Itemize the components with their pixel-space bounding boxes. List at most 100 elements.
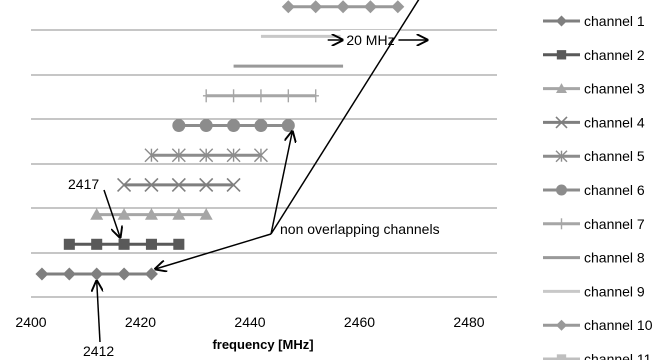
gridlines: [31, 29, 497, 298]
point-4-3: [171, 177, 186, 192]
annotations: 20 MHz non overlapping channels 2417 2412: [68, 0, 440, 359]
point-6-1: [172, 119, 186, 132]
legend-item-5: channel 5: [543, 148, 645, 164]
point-3-4: [172, 208, 186, 220]
point-7-3: [257, 89, 265, 103]
legend-item-8: channel 8: [543, 250, 645, 266]
point-7-5: [312, 89, 319, 103]
point-2-3: [118, 238, 130, 250]
legend-label-1: channel 1: [584, 13, 645, 29]
point-5-1: [144, 148, 159, 163]
series-6: [172, 119, 295, 132]
legend: channel 1 channel 2 channel 3 channel 4 chan…: [543, 13, 653, 360]
legend-label-9: channel 9: [584, 283, 645, 299]
legend-swatch-marker-5: [555, 150, 568, 163]
arrow-2417: [103, 189, 120, 237]
point-6-4: [254, 119, 268, 132]
point-5-3: [199, 148, 214, 163]
label-non-overlapping: non overlapping channels: [280, 221, 440, 237]
label-2412: 2412: [83, 343, 114, 359]
point-2-4: [145, 238, 157, 250]
legend-label-11: channel 11: [584, 351, 652, 360]
legend-swatch-marker-2: [556, 50, 567, 60]
point-3-2: [117, 208, 131, 220]
legend-label-6: channel 6: [584, 182, 645, 198]
series-1: [35, 267, 158, 281]
label-20mhz-bg: [340, 30, 401, 50]
series-4: [117, 177, 241, 192]
point-10-4: [363, 0, 377, 14]
legend-label-3: channel 3: [584, 81, 645, 97]
point-1-4: [117, 267, 131, 281]
point-5-5: [253, 148, 268, 163]
point-10-1: [281, 0, 295, 14]
legend-swatch-marker-3: [556, 83, 567, 93]
x-tick-2420: 2420: [125, 314, 156, 330]
x-axis-label: frequency [MHz]: [212, 337, 313, 352]
legend-item-10: channel 10: [543, 317, 653, 333]
legend-swatch-marker-1: [556, 15, 567, 27]
point-7-4: [285, 89, 292, 103]
series-7: [202, 89, 319, 103]
arrow-non-overlap-3: [270, 0, 420, 235]
x-tick-2480: 2480: [453, 314, 484, 330]
point-10-2: [309, 0, 323, 14]
series-2: [63, 238, 185, 250]
point-1-2: [62, 267, 76, 281]
x-tick-2460: 2460: [344, 314, 375, 330]
label-2417: 2417: [68, 176, 99, 192]
legend-label-10: channel 10: [584, 317, 653, 333]
point-6-2: [199, 119, 213, 132]
point-5-4: [226, 148, 241, 163]
point-4-5: [226, 177, 241, 192]
point-10-3: [336, 0, 350, 14]
series-group: [35, 0, 405, 281]
point-1-1: [35, 267, 49, 281]
arrow-non-overlap-1: [155, 233, 272, 269]
x-tick-2440: 2440: [234, 314, 265, 330]
point-4-4: [199, 177, 214, 192]
arrow-2412: [97, 281, 100, 343]
legend-item-7: channel 7: [543, 216, 645, 232]
label-20mhz: 20 MHz: [346, 32, 394, 48]
legend-swatch-marker-11: [556, 354, 567, 360]
legend-item-9: channel 9: [543, 283, 645, 299]
point-7-1: [202, 89, 210, 103]
point-3-1: [90, 208, 104, 220]
point-3-5: [199, 208, 213, 220]
point-6-3: [227, 119, 241, 132]
series-5: [144, 148, 268, 163]
point-1-3: [90, 267, 104, 281]
legend-item-11: channel 11: [543, 351, 652, 360]
legend-swatch-marker-10: [556, 319, 567, 331]
legend-swatch-marker-4: [555, 116, 568, 129]
legend-item-2: channel 2: [543, 47, 645, 63]
point-5-2: [171, 148, 186, 163]
legend-label-8: channel 8: [584, 250, 645, 266]
legend-label-5: channel 5: [584, 148, 645, 164]
point-6-5: [281, 119, 295, 132]
x-axis-ticks: 2400 2420 2440 2460 2480: [15, 314, 484, 330]
legend-swatch-marker-6: [556, 184, 567, 196]
x-tick-2400: 2400: [15, 314, 46, 330]
legend-swatch-marker-7: [558, 218, 565, 230]
point-2-2: [91, 238, 103, 250]
legend-item-6: channel 6: [543, 182, 645, 198]
series-10: [281, 0, 405, 14]
point-7-2: [230, 89, 237, 103]
legend-item-3: channel 3: [543, 81, 645, 97]
legend-item-1: channel 1: [543, 13, 645, 29]
point-2-5: [173, 238, 185, 250]
legend-label-2: channel 2: [584, 47, 645, 63]
legend-label-7: channel 7: [584, 216, 645, 232]
point-10-5: [391, 0, 405, 14]
series-3: [90, 208, 213, 220]
point-4-1: [117, 177, 132, 192]
point-2-1: [63, 238, 75, 250]
point-3-3: [144, 208, 158, 220]
arrow-non-overlap-2: [270, 132, 292, 235]
point-4-2: [144, 177, 159, 192]
legend-label-4: channel 4: [584, 114, 645, 130]
legend-item-4: channel 4: [543, 114, 645, 130]
